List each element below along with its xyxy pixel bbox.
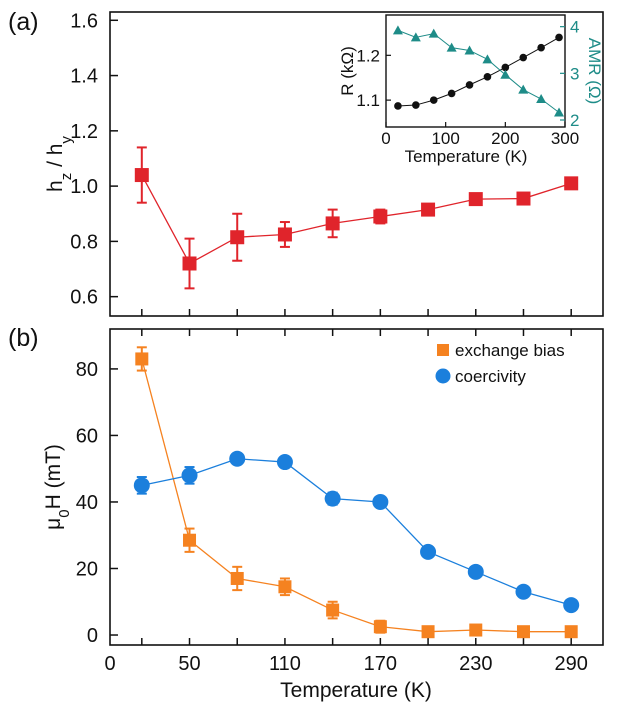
resistance-point (501, 63, 510, 72)
exchange-bias-line (141, 358, 572, 633)
resistance-point (394, 102, 402, 110)
amr-line (397, 29, 560, 113)
ratio-point (134, 168, 149, 183)
coercivity-point (133, 477, 150, 494)
amr-point (428, 28, 439, 38)
panel-b-frame (109, 328, 604, 646)
exchange-bias-point (230, 571, 244, 585)
resistance-point (447, 89, 456, 98)
amr-point (464, 45, 475, 55)
chart-marks: 0.60.81.01.21.41.60 100 200 3001.11.2234020… (70, 10, 588, 675)
legend-label-exchange-bias: exchange bias (455, 341, 565, 360)
panel-a-ytick-label: 1.0 (70, 176, 98, 198)
panel-b-ytick-label: 80 (76, 359, 98, 381)
ratio-point (373, 209, 388, 224)
panel-b-xlabel: Temperature (K) (280, 679, 432, 702)
panel-b-xtick-label: 170 (364, 653, 397, 675)
inset-xtick-label: 0 (381, 129, 390, 148)
resistance-point (519, 53, 528, 62)
inset-y2label: AMR (Ω) (585, 38, 604, 105)
panel-b-xtick-label: 50 (178, 653, 200, 675)
exchange-bias-point (183, 533, 197, 547)
exchange-bias-point (135, 352, 149, 366)
resistance-point (429, 96, 438, 104)
ratio-point (182, 256, 197, 271)
amr-point (500, 69, 511, 79)
exchange-bias-point (326, 603, 340, 617)
panel-b-xtick-label: 230 (459, 653, 492, 675)
panel-b-ytick-label: 20 (76, 558, 98, 580)
ratio-point (516, 191, 531, 206)
legend-marker-coercivity (435, 368, 451, 384)
inset-y2tick-label: 4 (570, 18, 579, 37)
ratio-point (325, 216, 340, 231)
exchange-bias-point (516, 625, 530, 639)
inset-y2tick-label: 2 (570, 111, 579, 130)
amr-point (482, 54, 493, 64)
coercivity-point (181, 467, 198, 484)
ratio-line (141, 174, 572, 265)
panel-a-ytick-label: 1.4 (70, 66, 98, 88)
resistance-point (483, 73, 492, 81)
amr-point (554, 107, 565, 117)
panel-b-label: (b) (8, 324, 39, 352)
legend-label-coercivity: coercivity (455, 367, 526, 386)
coercivity-point (324, 490, 341, 507)
panel-a-frame (109, 11, 604, 317)
panel-b-ytick-label: 60 (76, 425, 98, 447)
amr-point (392, 25, 403, 35)
coercivity-point (515, 583, 532, 600)
amr-point (518, 84, 529, 94)
coercivity-point (467, 563, 484, 580)
inset-ytick-label: 1.2 (356, 46, 380, 65)
panel-b-xtick-label: 290 (555, 653, 588, 675)
inset-ylabel: R (kΩ) (338, 46, 357, 96)
legend: exchange bias coercivity (435, 341, 565, 386)
panel-b-xtick-label: 110 (269, 653, 301, 675)
ratio-point (230, 230, 245, 245)
ratio-point (277, 227, 292, 242)
panel-a-ytick-label: 1.6 (70, 10, 98, 32)
panel-b-ylabel: μ0H (mT) (42, 444, 73, 530)
legend-marker-exchange-bias (437, 344, 449, 356)
resistance-point (465, 81, 474, 89)
coercivity-point (420, 543, 437, 560)
inset-xtick-label: 200 (491, 129, 519, 148)
coercivity-point (229, 450, 246, 467)
panel-a-ytick-label: 0.8 (70, 231, 98, 253)
coercivity-point (276, 454, 293, 471)
inset-xtick-label: 100 (431, 129, 459, 148)
inset-ytick-label: 1.1 (356, 91, 380, 110)
exchange-bias-point (469, 623, 483, 637)
panel-a-label: (a) (8, 8, 39, 36)
coercivity-line (141, 458, 572, 606)
panel-a-ytick-label: 1.2 (70, 121, 98, 143)
ratio-point (564, 176, 579, 191)
panel-b-ytick-label: 40 (76, 492, 98, 514)
coercivity-point (563, 597, 580, 614)
ratio-point (468, 192, 483, 207)
exchange-bias-point (373, 620, 387, 634)
resistance-point (555, 33, 563, 42)
amr-point (536, 94, 547, 103)
panel-a-ytick-label: 0.6 (70, 287, 98, 309)
exchange-bias-point (278, 580, 292, 594)
panel-b-ytick-label: 0 (87, 625, 98, 647)
exchange-bias-point (421, 625, 435, 639)
inset-frame (385, 14, 566, 128)
coercivity-point (372, 493, 389, 510)
inset-xtick-label: 300 (551, 129, 579, 148)
resistance-point (412, 101, 420, 109)
ratio-point (421, 202, 436, 217)
amr-point (410, 32, 421, 42)
resistance-line (397, 36, 560, 107)
amr-point (446, 42, 457, 52)
inset-xlabel: Temperature (K) (405, 147, 528, 166)
inset-y2tick-label: 3 (570, 64, 579, 83)
exchange-bias-point (564, 625, 578, 639)
resistance-point (537, 43, 545, 52)
panel-b-xtick-label: 0 (104, 653, 115, 675)
